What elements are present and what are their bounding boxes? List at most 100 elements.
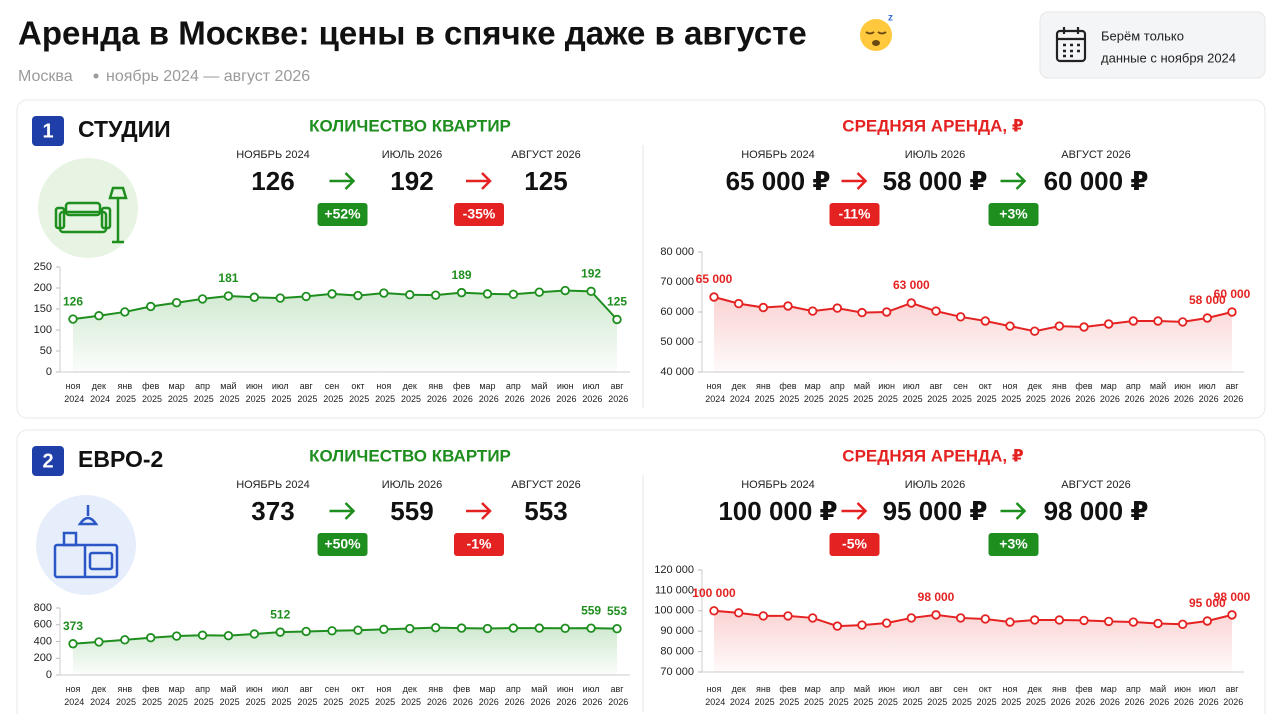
- point: [1079, 322, 1089, 332]
- point: [171, 631, 182, 641]
- stat-value: 95 000 ₽: [883, 496, 988, 526]
- change-value: -35%: [463, 206, 496, 222]
- x-tick-label: июл 2025: [269, 381, 292, 404]
- panel-heading: КОЛИЧЕСТВО КВАРТИР: [309, 446, 511, 465]
- point: [931, 610, 941, 620]
- y-tick-label: 100 000: [654, 605, 694, 617]
- x-tick-label: фев 2025: [139, 684, 162, 707]
- point: [482, 623, 493, 634]
- y-tick-label: 60 000: [660, 306, 694, 318]
- point: [146, 633, 156, 643]
- point: [68, 639, 78, 649]
- x-tick-label: окт 2025: [347, 684, 370, 707]
- point: [430, 622, 441, 633]
- point: [857, 620, 867, 630]
- stat-label: НОЯБРЬ 2024: [741, 149, 815, 161]
- data-label: 58 000: [1189, 293, 1226, 307]
- y-tick-label: 0: [46, 366, 52, 378]
- change-badge: [829, 533, 880, 556]
- y-tick-label: 250: [34, 261, 52, 273]
- point: [1177, 619, 1188, 629]
- data-label: 553: [607, 604, 627, 618]
- stat-label: АВГУСТ 2026: [511, 149, 580, 161]
- stat-label: АВГУСТ 2026: [511, 479, 580, 491]
- separator-dot: [93, 73, 99, 79]
- change-badge: [454, 533, 504, 556]
- data-label: 60 000: [1214, 287, 1251, 301]
- section-name: СТУДИИ: [78, 116, 171, 142]
- y-tick-label: 200: [34, 652, 52, 664]
- x-tick-label: апр 2025: [826, 381, 849, 404]
- x-tick-label: апр 2026: [1122, 381, 1145, 404]
- stat-label: ИЮЛЬ 2026: [382, 479, 443, 491]
- panel-heading: СРЕДНЯЯ АРЕНДА, ₽: [842, 446, 1024, 465]
- x-tick-label: июн 2026: [1171, 684, 1194, 707]
- point: [1153, 316, 1163, 326]
- change-badge: [317, 203, 368, 226]
- point: [612, 623, 622, 634]
- stat-label: АВГУСТ 2026: [1061, 479, 1130, 491]
- point: [327, 626, 337, 636]
- stat-value: 559: [390, 496, 433, 526]
- point: [758, 611, 769, 621]
- point: [906, 613, 917, 623]
- y-tick-label: 70 000: [660, 276, 694, 288]
- area-fill: [73, 290, 617, 372]
- y-tick-label: 90 000: [660, 625, 694, 637]
- x-tick-label: окт 2025: [974, 381, 997, 404]
- x-tick-label: ноя 2025: [999, 381, 1022, 404]
- change-badge: [988, 203, 1039, 226]
- calendar-icon: [1055, 27, 1087, 63]
- data-label: 98 000: [1214, 590, 1251, 604]
- point: [120, 307, 130, 317]
- subtitle-period: ноябрь 2024 — август 2026: [106, 68, 310, 85]
- x-tick-label: май 2025: [217, 381, 240, 404]
- x-tick-label: июл 2026: [580, 381, 603, 404]
- point: [980, 316, 991, 326]
- y-tick-label: 80 000: [660, 646, 694, 658]
- x-tick-label: сен 2025: [949, 684, 972, 707]
- x-tick-label: май 2025: [217, 684, 240, 707]
- line: [72, 626, 618, 645]
- x-tick-label: янв 2025: [114, 381, 137, 404]
- x-tick-label: фев 2026: [1073, 684, 1096, 707]
- point: [980, 614, 991, 624]
- area-fill: [714, 297, 1232, 372]
- data-label: 189: [452, 268, 472, 282]
- x-tick-label: дек 2024: [727, 381, 750, 404]
- stat-label: ИЮЛЬ 2026: [382, 149, 443, 161]
- line: [72, 289, 618, 321]
- panel-heading: СРЕДНЯЯ АРЕНДА, ₽: [842, 116, 1024, 135]
- change-badge: [988, 533, 1039, 556]
- stat-value: 60 000 ₽: [1044, 166, 1149, 196]
- point: [586, 286, 596, 297]
- x-tick-label: авг 2025: [295, 684, 318, 707]
- point: [1005, 617, 1015, 627]
- x-tick-label: дек 2024: [88, 381, 111, 404]
- point: [955, 613, 966, 623]
- stat-value: 98 000 ₽: [1044, 496, 1149, 526]
- x-tick-label: фев 2026: [450, 381, 473, 404]
- data-label: 65 000: [696, 272, 733, 286]
- x-tick-label: май 2026: [1147, 684, 1170, 707]
- point: [249, 292, 260, 302]
- stat-label: ИЮЛЬ 2026: [905, 479, 966, 491]
- point: [1103, 616, 1114, 627]
- point: [1103, 319, 1114, 329]
- x-tick-label: янв 2026: [1048, 684, 1071, 707]
- point: [709, 292, 719, 302]
- data-label: 95 000: [1189, 596, 1226, 610]
- area-fill: [73, 627, 617, 675]
- x-tick-label: июн 2026: [554, 684, 577, 707]
- title: Аренда в Москве: цены в спячке даже в ав…: [18, 15, 807, 52]
- point: [612, 314, 622, 325]
- x-tick-label: май 2025: [851, 381, 874, 404]
- point: [94, 637, 104, 647]
- x-tick-label: ноя 2024: [703, 381, 726, 404]
- point: [171, 298, 182, 308]
- arrow: [466, 172, 492, 190]
- x-tick-label: сен 2025: [321, 684, 344, 707]
- data-label: 63 000: [893, 278, 930, 292]
- point: [405, 290, 415, 300]
